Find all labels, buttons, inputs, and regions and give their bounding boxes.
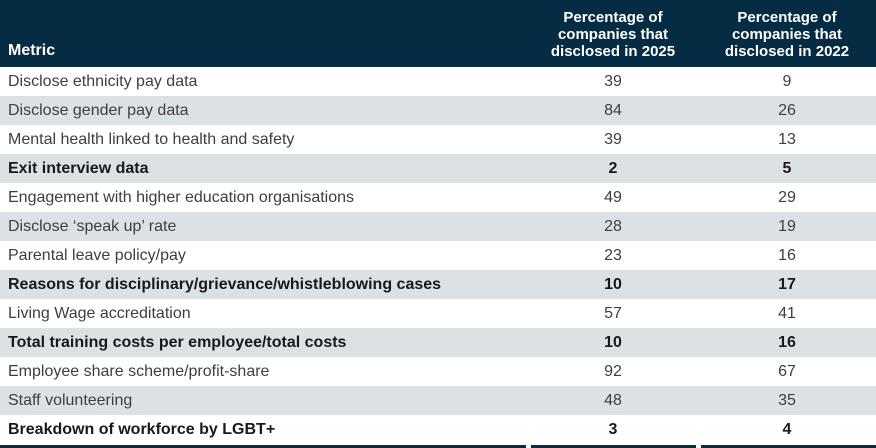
- metric-cell: Mental health linked to health and safet…: [8, 130, 295, 148]
- metric-cell: Exit interview data: [8, 159, 149, 177]
- value-2022-cell: 67: [778, 362, 796, 380]
- table-row: Reasons for disciplinary/grievance/whist…: [0, 270, 876, 299]
- border-segment: [531, 445, 696, 448]
- metric-cell: Parental leave policy/pay: [8, 246, 186, 264]
- value-2025-cell: 10: [604, 333, 622, 351]
- column-header-metric: Metric: [8, 42, 56, 59]
- table-body: Disclose ethnicity pay data 39 9 Disclose g…: [0, 67, 876, 444]
- value-2025-cell: 49: [604, 188, 622, 206]
- value-2022-cell: 13: [778, 130, 796, 148]
- value-2025-cell: 84: [604, 101, 622, 119]
- value-2022-cell: 29: [778, 188, 796, 206]
- value-2022-cell: 16: [778, 246, 796, 264]
- table-row: Living Wage accreditation 57 41: [0, 299, 876, 328]
- value-2025-cell: 57: [604, 304, 622, 322]
- value-2025-cell: 39: [604, 72, 622, 90]
- metric-cell: Staff volunteering: [8, 391, 133, 409]
- value-2025-cell: 48: [604, 391, 622, 409]
- value-2022-cell: 17: [778, 275, 796, 293]
- border-segment: [701, 445, 876, 448]
- metric-cell: Disclose ‘speak up’ rate: [8, 217, 177, 235]
- value-2022-cell: 19: [778, 217, 796, 235]
- value-2022-cell: 4: [782, 420, 792, 438]
- table-row: Breakdown of workforce by LGBT+ 3 4: [0, 415, 876, 444]
- value-2025-cell: 2: [608, 159, 618, 177]
- table-row: Staff volunteering 48 35: [0, 386, 876, 415]
- table-row: Parental leave policy/pay 23 16: [0, 241, 876, 270]
- table-row: Total training costs per employee/total …: [0, 328, 876, 357]
- table-bottom-border: [0, 445, 876, 448]
- metric-cell: Employee share scheme/profit-share: [8, 362, 270, 380]
- value-2022-cell: 5: [782, 159, 792, 177]
- metric-cell: Breakdown of workforce by LGBT+: [8, 420, 276, 438]
- table-row: Exit interview data 2 5: [0, 154, 876, 183]
- border-segment: [0, 445, 526, 448]
- table-header-row: Metric Percentage of companies that disc…: [0, 0, 876, 67]
- metric-cell: Total training costs per employee/total …: [8, 333, 347, 351]
- metric-cell: Living Wage accreditation: [8, 304, 191, 322]
- value-2025-cell: 23: [604, 246, 622, 264]
- metric-cell: Reasons for disciplinary/grievance/whist…: [8, 275, 442, 293]
- table-row: Engagement with higher education organis…: [0, 183, 876, 212]
- table-row: Disclose ethnicity pay data 39 9: [0, 67, 876, 96]
- metric-cell: Disclose ethnicity pay data: [8, 72, 198, 90]
- value-2025-cell: 39: [604, 130, 622, 148]
- value-2022-cell: 41: [778, 304, 796, 322]
- metric-cell: Disclose gender pay data: [8, 101, 189, 119]
- value-2022-cell: 26: [778, 101, 796, 119]
- column-header-disclosed-2025: Percentage of companies that disclosed i…: [550, 9, 676, 60]
- value-2022-cell: 35: [778, 391, 796, 409]
- table-row: Mental health linked to health and safet…: [0, 125, 876, 154]
- metric-cell: Engagement with higher education organis…: [8, 188, 355, 206]
- table-row: Disclose ‘speak up’ rate 28 19: [0, 212, 876, 241]
- table-row: Disclose gender pay data 84 26: [0, 96, 876, 125]
- column-header-disclosed-2022: Percentage of companies that disclosed i…: [724, 9, 850, 60]
- value-2025-cell: 92: [604, 362, 622, 380]
- table-row: Employee share scheme/profit-share 92 67: [0, 357, 876, 386]
- value-2022-cell: 9: [782, 72, 792, 90]
- value-2025-cell: 3: [608, 420, 618, 438]
- value-2025-cell: 10: [604, 275, 622, 293]
- value-2025-cell: 28: [604, 217, 622, 235]
- value-2022-cell: 16: [778, 333, 796, 351]
